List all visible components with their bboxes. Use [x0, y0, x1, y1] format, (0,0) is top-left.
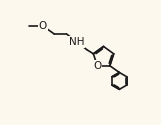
- Text: O: O: [39, 21, 47, 31]
- Text: O: O: [93, 61, 101, 71]
- Text: NH: NH: [69, 37, 84, 47]
